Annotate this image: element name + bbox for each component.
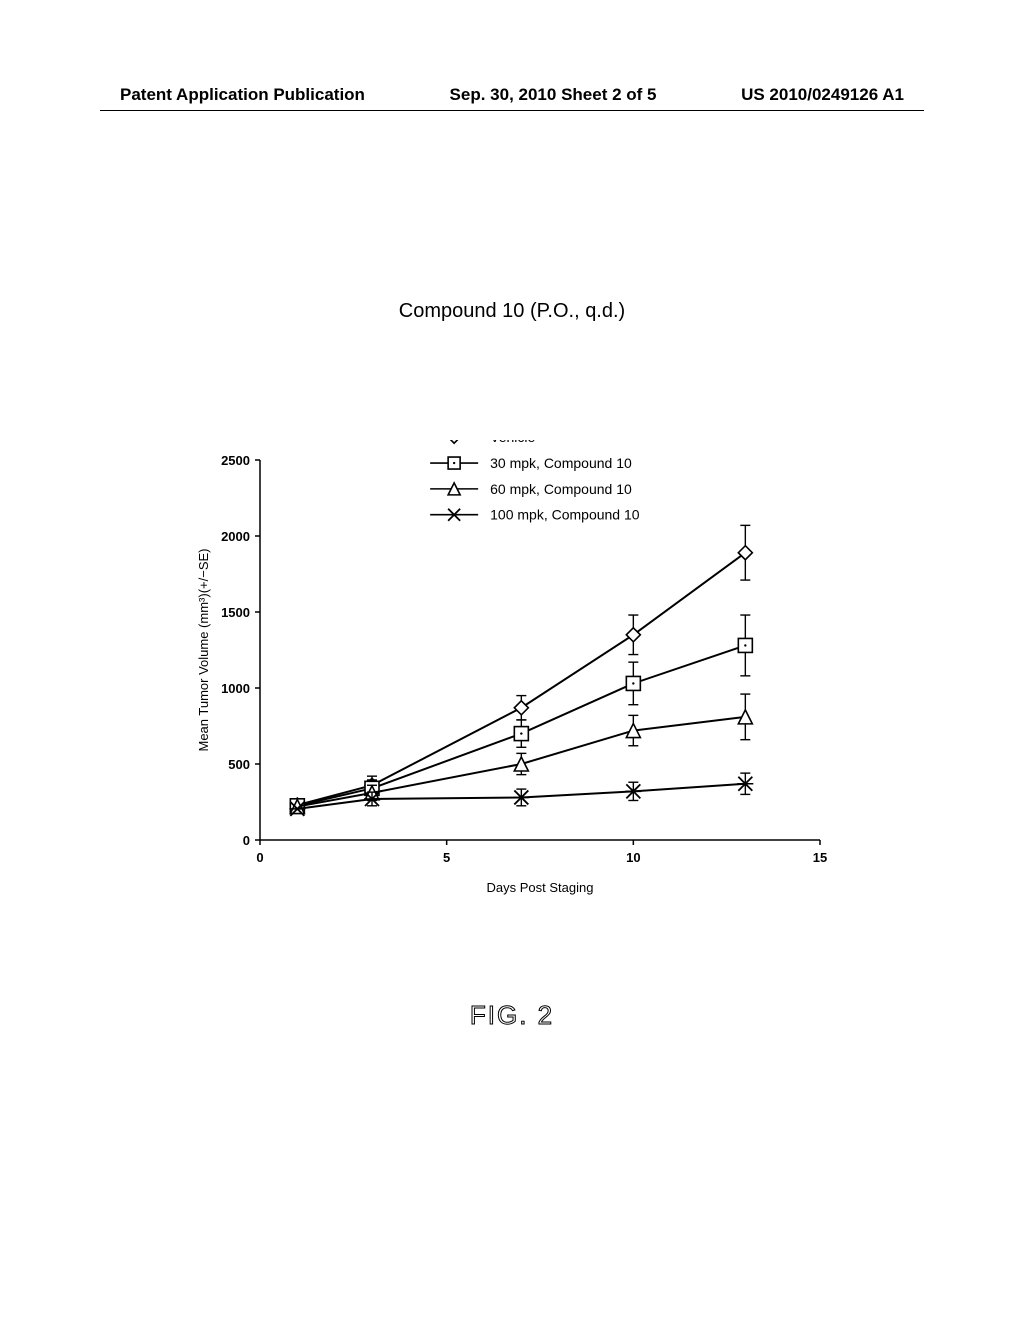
svg-text:10: 10	[626, 850, 640, 865]
header-left: Patent Application Publication	[120, 85, 365, 105]
header-rule	[100, 110, 924, 111]
chart-svg: 0 500 1000 1500 2000 2500 0 5 10 15 Days Post Stag…	[190, 440, 840, 900]
svg-text:500: 500	[228, 757, 250, 772]
svg-text:Vehicle: Vehicle	[490, 440, 535, 445]
header-center: Sep. 30, 2010 Sheet 2 of 5	[450, 85, 657, 105]
figure-label: FIG. 2	[0, 1000, 1024, 1031]
svg-text:Mean Tumor Volume (mm³)(+/−SE): Mean Tumor Volume (mm³)(+/−SE)	[196, 549, 211, 752]
svg-text:1000: 1000	[221, 681, 250, 696]
svg-text:15: 15	[813, 850, 827, 865]
svg-text:30 mpk, Compound 10: 30 mpk, Compound 10	[490, 455, 632, 471]
svg-text:100 mpk, Compound 10: 100 mpk, Compound 10	[490, 507, 640, 523]
chart-container: 0 500 1000 1500 2000 2500 0 5 10 15 Days Post Stag…	[190, 440, 840, 900]
svg-text:60 mpk, Compound 10: 60 mpk, Compound 10	[490, 481, 632, 497]
svg-text:5: 5	[443, 850, 450, 865]
chart-title: Compound 10 (P.O., q.d.)	[0, 300, 1024, 323]
header-right: US 2010/0249126 A1	[741, 85, 904, 105]
svg-text:0: 0	[256, 850, 263, 865]
svg-text:2000: 2000	[221, 529, 250, 544]
svg-text:2500: 2500	[221, 453, 250, 468]
svg-text:1500: 1500	[221, 605, 250, 620]
svg-text:Days Post Staging: Days Post Staging	[487, 880, 594, 895]
svg-text:0: 0	[243, 833, 250, 848]
page-header: Patent Application Publication Sep. 30, …	[0, 85, 1024, 105]
